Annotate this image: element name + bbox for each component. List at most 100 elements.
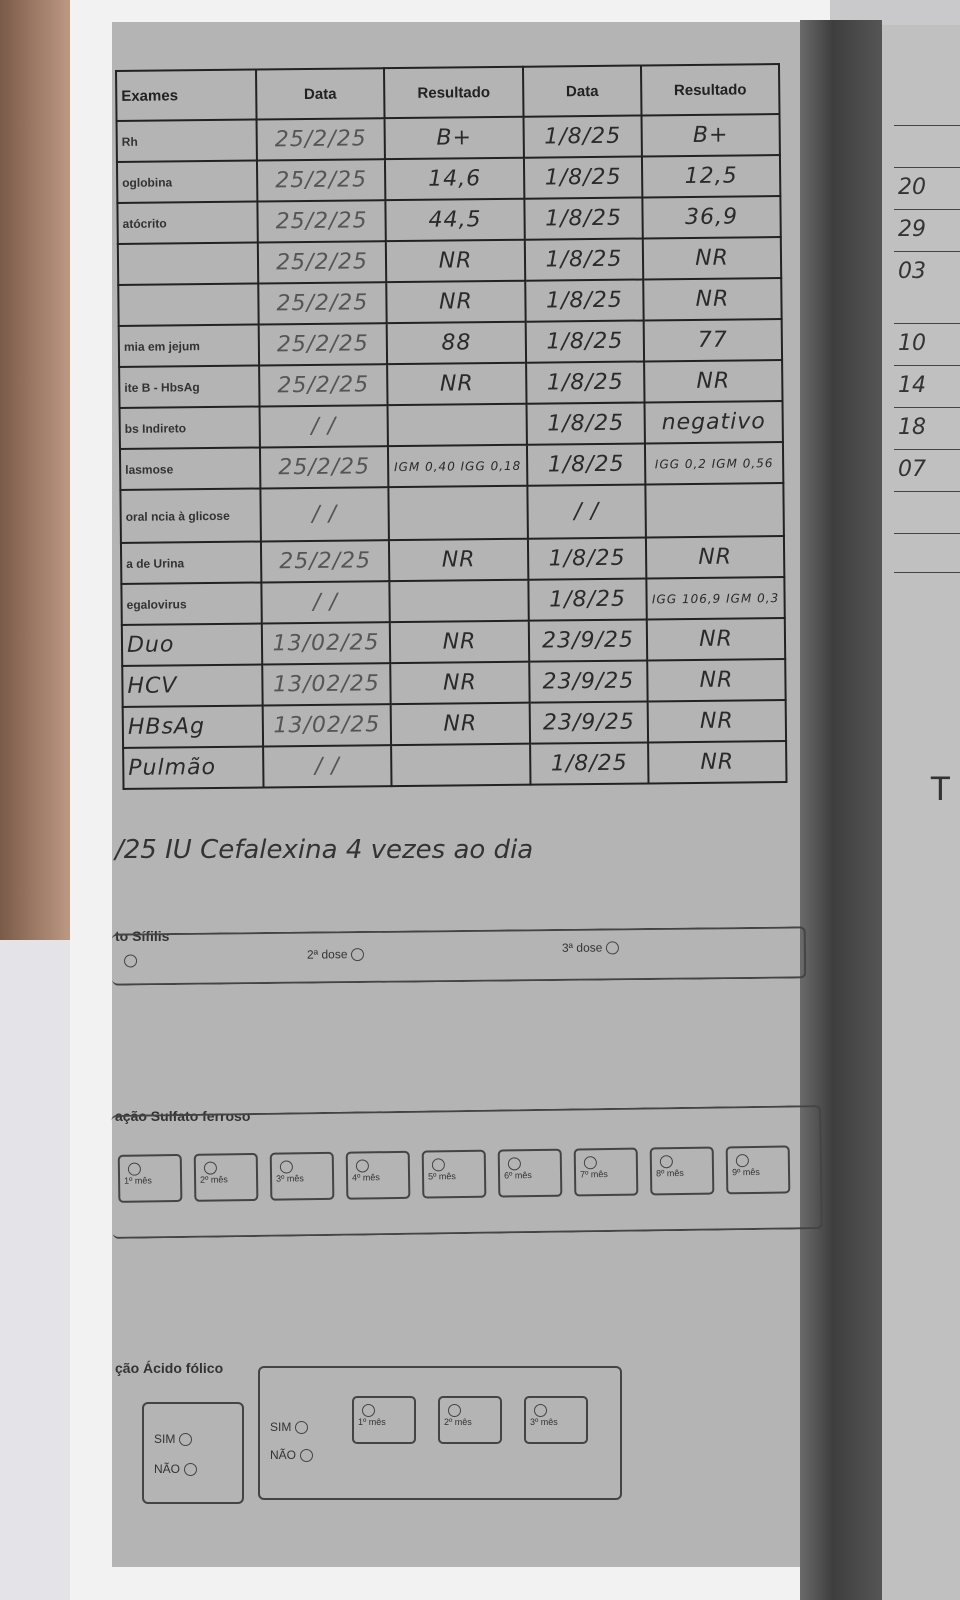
cell-r2: NR (642, 237, 782, 280)
cell-d2: 1/8/25 (524, 197, 643, 240)
cell-exam: egalovirus (121, 582, 262, 625)
right-cell: 18 (894, 407, 960, 447)
right-page-letter: T (930, 770, 951, 808)
card-binding (800, 20, 882, 1600)
cell-exam: Rh (116, 119, 257, 162)
cell-d2: 1/8/25 (530, 742, 649, 785)
cell-r2: NR (644, 360, 783, 403)
cell-d2: 1/8/25 (528, 578, 647, 621)
radio-icon[interactable] (295, 1421, 309, 1435)
prenatal-card-page (112, 22, 852, 1567)
cell-exam: Duo (121, 623, 263, 666)
cell-exam: HBsAg (122, 705, 264, 748)
cell-d1: 13/02/25 (262, 704, 392, 747)
right-cell: 03 (894, 251, 960, 291)
cell-exam (117, 242, 259, 285)
cell-d2: 1/8/25 (523, 156, 643, 199)
cell-exam: Pulmão (123, 746, 264, 789)
month-box[interactable]: 8º mês (649, 1146, 715, 1196)
cell-r2: 12,5 (641, 155, 781, 198)
sim-label: SIM (154, 1432, 176, 1446)
month-box[interactable]: 9º mês (725, 1145, 791, 1195)
cell-r1: 14,6 (384, 157, 525, 201)
radio-icon[interactable] (507, 1157, 521, 1171)
cell-exam: bs Indireto (119, 406, 260, 449)
month-label: 8º mês (655, 1167, 684, 1179)
cell-d1: / / (261, 581, 390, 624)
radio-icon[interactable] (362, 1404, 375, 1417)
cell-r2: negativo (644, 401, 783, 444)
radio-icon[interactable] (351, 948, 365, 962)
radio-icon[interactable] (279, 1160, 294, 1174)
cell-d1: 25/2/25 (259, 364, 388, 407)
radio-icon[interactable] (606, 941, 620, 955)
cell-d2: 1/8/25 (525, 279, 644, 322)
cell-d2: 1/8/25 (525, 320, 645, 363)
cell-d1: / / (263, 745, 392, 788)
table-row: Pulmão / / 1/8/25 NR (123, 741, 787, 789)
cell-r1 (391, 743, 531, 787)
cell-r2: NR (647, 700, 787, 743)
month-label: 1º mês (124, 1175, 152, 1186)
month-box[interactable]: 3º mês (524, 1396, 588, 1444)
cell-r2 (645, 483, 784, 538)
sifilis-box: 2ª dose 3ª dose (111, 926, 807, 986)
radio-icon[interactable] (659, 1155, 673, 1169)
month-box[interactable]: 3º mês (269, 1151, 335, 1201)
cell-r2: NR (647, 659, 786, 702)
dose-1 (120, 953, 138, 968)
cell-r2: NR (645, 536, 785, 579)
month-box[interactable]: 2º mês (438, 1396, 502, 1444)
cell-r1: 44,5 (385, 198, 525, 242)
table-row: a de Urina 25/2/25 NR 1/8/25 NR (120, 536, 785, 584)
radio-icon[interactable] (534, 1404, 547, 1417)
month-label: 2º mês (444, 1417, 472, 1427)
cell-exam: atócrito (117, 201, 258, 244)
radio-icon[interactable] (123, 954, 138, 968)
radio-icon[interactable] (179, 1433, 193, 1447)
month-box[interactable]: 4º mês (345, 1150, 411, 1200)
month-box[interactable]: 2º mês (193, 1152, 259, 1202)
radio-icon[interactable] (583, 1156, 597, 1170)
radio-icon[interactable] (127, 1162, 142, 1176)
month-box[interactable]: 5º mês (421, 1149, 487, 1199)
cell-exam: oglobina (116, 160, 258, 203)
cell-d2: 1/8/25 (526, 443, 646, 486)
cell-r2: NR (643, 278, 782, 321)
table-row: HBsAg 13/02/25 NR 23/9/25 NR (122, 700, 787, 748)
month-box[interactable]: 7º mês (573, 1147, 639, 1197)
radio-icon[interactable] (735, 1154, 749, 1168)
table-row: bs Indireto / / 1/8/25 negativo (119, 401, 783, 449)
radio-icon[interactable] (300, 1449, 314, 1463)
sulfato-box: 1º mês 2º mês 3º mês 4º mês 5º mês 6º mês 7º m… (111, 1105, 823, 1239)
month-label: 4º mês (351, 1172, 380, 1183)
cell-d1: 25/2/25 (256, 159, 386, 202)
month-box[interactable]: 6º mês (497, 1148, 563, 1198)
cell-r2: NR (648, 741, 787, 784)
cell-r1: NR (390, 702, 531, 746)
acido-simnao-box-1: SIM NÃO (142, 1402, 244, 1504)
cell-d2: 1/8/25 (527, 537, 647, 580)
cell-r1 (389, 579, 529, 623)
cell-d1: 25/2/25 (257, 241, 387, 284)
header-exames: Exames (116, 69, 257, 121)
table-row: atócrito 25/2/25 44,5 1/8/25 36,9 (117, 196, 781, 244)
radio-icon[interactable] (203, 1161, 218, 1175)
cell-exam: mia em jejum (118, 324, 260, 367)
radio-icon[interactable] (184, 1463, 198, 1477)
cell-d1: / / (259, 405, 388, 448)
month-label: 6º mês (503, 1170, 532, 1181)
right-cell: 14 (894, 365, 960, 405)
cell-exam: HCV (122, 664, 263, 707)
cell-d2: / / (527, 484, 646, 539)
month-box[interactable]: 1º mês (352, 1396, 416, 1444)
cell-r1: NR (390, 661, 530, 705)
table-row: ite B - HbsAg 25/2/25 NR 1/8/25 NR (119, 360, 783, 408)
table-row: oglobina 25/2/25 14,6 1/8/25 12,5 (116, 155, 781, 203)
month-box[interactable]: 1º mês (117, 1153, 183, 1203)
radio-icon[interactable] (448, 1404, 461, 1417)
dose-3: 3ª dose (562, 940, 620, 955)
sim-label: SIM (270, 1420, 292, 1434)
radio-icon[interactable] (355, 1159, 369, 1173)
radio-icon[interactable] (431, 1158, 445, 1172)
